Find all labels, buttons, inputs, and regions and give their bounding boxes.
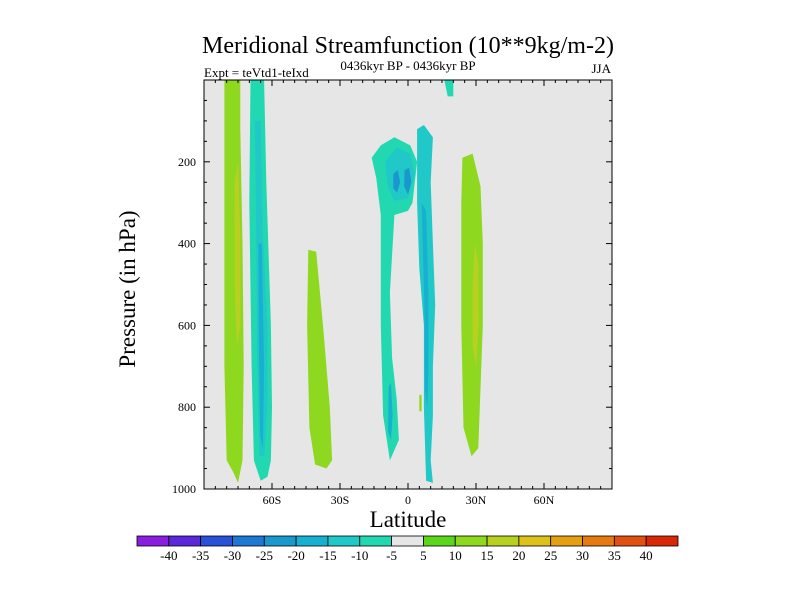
- contour-equator-negative-strip-core: [421, 202, 429, 408]
- colorbar-label: 40: [640, 548, 653, 563]
- colorbar-swatch: [518, 535, 552, 547]
- colorbar-swatch: [200, 535, 233, 547]
- chart-title: Meridional Streamfunction (10**9kg/m-2): [202, 33, 614, 59]
- colorbar-label: 30: [576, 548, 589, 563]
- contour-tropical-negative-mid: [371, 137, 418, 461]
- contour-tropical-negative-core: [393, 170, 401, 193]
- colorbar-label: -25: [256, 548, 273, 563]
- colorbar: -40 -35 -30 -25 -20 -15 -10 -5 5 10 15 20 25 30 35 40: [136, 535, 679, 563]
- y-tick-label: 200: [178, 155, 196, 169]
- colorbar-swatch: [327, 535, 361, 547]
- colorbar-label: -10: [351, 548, 368, 563]
- colorbar-label: 25: [544, 548, 557, 563]
- chart-subtitle: 0436kyr BP - 0436kyr BP: [340, 58, 475, 73]
- colorbar-label: 35: [608, 548, 621, 563]
- x-tick-label: 60N: [534, 493, 555, 507]
- contour-tropical-negative-top: [444, 80, 454, 97]
- contour-30n-positive-band: [461, 153, 483, 457]
- colorbar-label: 20: [512, 548, 525, 563]
- colorbar-swatch: [423, 535, 456, 547]
- colorbar-label: -40: [160, 548, 177, 563]
- x-tick-label: 30N: [466, 493, 487, 507]
- colorbar-label: -15: [319, 548, 336, 563]
- contour-tropical-negative-lower: [388, 382, 393, 440]
- colorbar-label: -35: [192, 548, 209, 563]
- colorbar-swatch: [168, 535, 202, 547]
- x-tick-label: 60S: [263, 493, 282, 507]
- contour-eq-small-positive: [419, 394, 422, 412]
- contour-tropical-negative-core-2: [404, 167, 412, 195]
- contour-40n-negative-band: [500, 210, 509, 334]
- y-tick-label: 1000: [172, 482, 196, 496]
- x-tick-label: 30S: [331, 493, 350, 507]
- y-tick-label: 600: [178, 318, 196, 332]
- plot-area: [204, 80, 612, 489]
- contour-30n-positive-core: [472, 243, 479, 367]
- colorbar-swatch: [136, 535, 170, 547]
- colorbar-swatch: [550, 535, 583, 547]
- colorbar-swatch: [454, 535, 488, 547]
- colorbar-label: -5: [386, 548, 397, 563]
- colorbar-swatch: [263, 535, 297, 547]
- colorbar-label: 15: [481, 548, 494, 563]
- contour-tropical-negative-outer: [351, 120, 436, 479]
- experiment-label: Expt = teVtd1-teIxd: [204, 65, 309, 80]
- colorbar-swatch: [582, 535, 615, 547]
- season-label: JJA: [591, 61, 611, 76]
- colorbar-label: -20: [287, 548, 304, 563]
- contour-40s-positive-band: [307, 249, 333, 469]
- y-tick-label: 400: [178, 237, 196, 251]
- colorbar-swatch: [391, 535, 424, 547]
- colorbar-label: 10: [449, 548, 462, 563]
- colorbar-swatch: [486, 535, 520, 547]
- y-axis-title: Pressure (in hPa): [115, 210, 140, 367]
- contour-60s-positive-band: [224, 80, 244, 483]
- colorbar-label: -30: [224, 548, 241, 563]
- colorbar-swatch: [232, 535, 265, 547]
- y-tick-label: 800: [178, 400, 196, 414]
- contour-60s-positive-core: [234, 161, 241, 346]
- axes: 60S 30S 0 30N 60N 200 400 600 800 1000: [172, 79, 613, 507]
- colorbar-swatch: [645, 535, 679, 547]
- contour-30n-negative-lower: [437, 255, 447, 457]
- colorbar-swatch: [613, 535, 647, 547]
- colorbar-swatch: [359, 535, 392, 547]
- x-axis-title: Latitude: [370, 507, 447, 532]
- x-tick-label: 0: [405, 493, 411, 507]
- colorbar-swatch: [295, 535, 329, 547]
- contour-60s-negative-core: [258, 243, 265, 449]
- colorbar-label: 5: [420, 548, 427, 563]
